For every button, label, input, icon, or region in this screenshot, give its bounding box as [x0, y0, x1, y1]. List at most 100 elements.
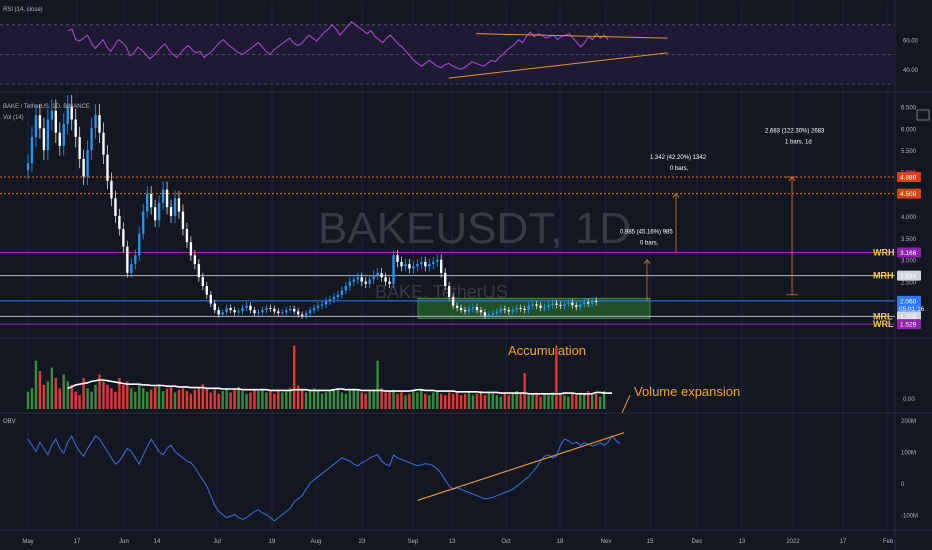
candle-body: [396, 255, 399, 262]
candle-body: [161, 189, 165, 203]
price-badge: [897, 171, 921, 182]
volume-bar: [46, 381, 50, 409]
candle-body: [233, 310, 236, 313]
candle-body: [70, 106, 73, 120]
volume-bar: [269, 391, 272, 409]
volume-bar: [253, 389, 256, 409]
x-tick-label: Oct: [501, 539, 511, 545]
volume-bar: [217, 393, 220, 409]
currency-tag: [916, 109, 930, 121]
obv-line: [27, 434, 621, 522]
candle-body: [412, 266, 415, 269]
measure-arrowhead: [672, 192, 680, 198]
volume-bar: [285, 391, 288, 409]
level-label: WRH: [873, 247, 895, 257]
price-badge-text: 4.509: [900, 191, 917, 198]
volume-bar: [436, 391, 439, 409]
x-tick-label: 13: [449, 539, 456, 545]
candle-body: [499, 308, 502, 312]
candle-body: [408, 264, 411, 269]
candle-body: [62, 123, 65, 146]
obv-y-tick: 200M: [901, 419, 916, 425]
candle-body: [34, 115, 38, 138]
price-badge: [897, 295, 921, 314]
volume-bar: [102, 381, 105, 409]
candle-body: [563, 303, 566, 306]
candle-body: [209, 294, 212, 304]
volume-bar: [479, 391, 483, 409]
volume-bar: [380, 388, 383, 409]
candle-body: [455, 305, 459, 308]
volume-bar: [205, 388, 208, 409]
volume-bar: [475, 393, 479, 409]
candle-body: [169, 207, 173, 216]
candle-body: [42, 128, 46, 151]
volume-bar: [157, 384, 161, 409]
candle-body: [507, 310, 510, 312]
candle-body: [106, 154, 109, 181]
candle-body: [205, 286, 208, 295]
candle-body: [384, 277, 387, 282]
x-tick-label: 18: [557, 539, 564, 545]
price-y-tick: 3.000: [901, 259, 917, 265]
candle-body: [277, 311, 280, 314]
volume-bar: [551, 392, 554, 409]
volume-bar: [86, 388, 89, 409]
volume-bar: [34, 360, 38, 409]
volume-bar: [78, 395, 81, 409]
volume-bar: [499, 396, 502, 409]
volume-bar: [388, 391, 391, 409]
candle-body: [82, 158, 85, 177]
volume-bar: [82, 377, 85, 409]
measure-sublabel: 0 bars,: [640, 240, 659, 246]
volume-bar: [312, 388, 316, 409]
volume-bar: [30, 388, 34, 409]
candle-body: [348, 281, 352, 286]
price-y-tick: 4.000: [901, 215, 917, 221]
volume-bar: [594, 393, 598, 409]
volume-bar: [543, 393, 546, 409]
obv-indicator-label: OBV: [3, 419, 16, 425]
obv-y-tick: 0: [901, 482, 905, 488]
volume-bar: [372, 389, 375, 409]
candle-body: [273, 308, 276, 312]
volume-bar: [459, 395, 463, 409]
x-tick-label: 2022: [786, 539, 800, 545]
volume-bar: [523, 373, 526, 409]
rsi-y-tick: 60.00: [903, 39, 919, 45]
measure-label: 1.342 (42.20%) 1342: [650, 155, 707, 161]
candle-body: [110, 180, 113, 199]
candle-body: [308, 310, 312, 314]
candle-body: [420, 261, 423, 265]
volume-bar: [26, 391, 30, 409]
candle-body: [296, 311, 300, 315]
volume-bar: [559, 393, 562, 409]
volume-bar: [368, 391, 371, 409]
price-y-tick: 6.000: [901, 127, 917, 133]
volume-bar: [296, 385, 300, 409]
candle-body: [201, 277, 205, 286]
candle-body: [428, 264, 431, 267]
candle-body: [487, 314, 491, 316]
candle-body: [364, 281, 367, 284]
price-y-tick: 3.500: [901, 237, 917, 243]
volume-bar: [70, 384, 73, 409]
volume-bar: [209, 392, 212, 409]
rsi-indicator-label: RSI (14, close): [3, 7, 43, 13]
volume-expansion-pointer: [621, 394, 631, 414]
volume-bar: [587, 391, 590, 409]
volume-bar: [424, 393, 427, 409]
volume-bar: [114, 391, 117, 409]
volume-bar: [400, 392, 403, 409]
volume-bar: [352, 388, 355, 409]
volume-bar: [324, 392, 328, 409]
volume-bar: [531, 393, 534, 409]
x-tick-label: 14: [154, 539, 161, 545]
volume-bar: [58, 388, 61, 409]
candle-body: [527, 305, 530, 311]
level-label: WRL: [873, 319, 894, 329]
candle-body: [594, 300, 598, 302]
candle-body: [320, 304, 324, 306]
volume-bar: [181, 388, 185, 409]
candle-body: [114, 198, 117, 216]
